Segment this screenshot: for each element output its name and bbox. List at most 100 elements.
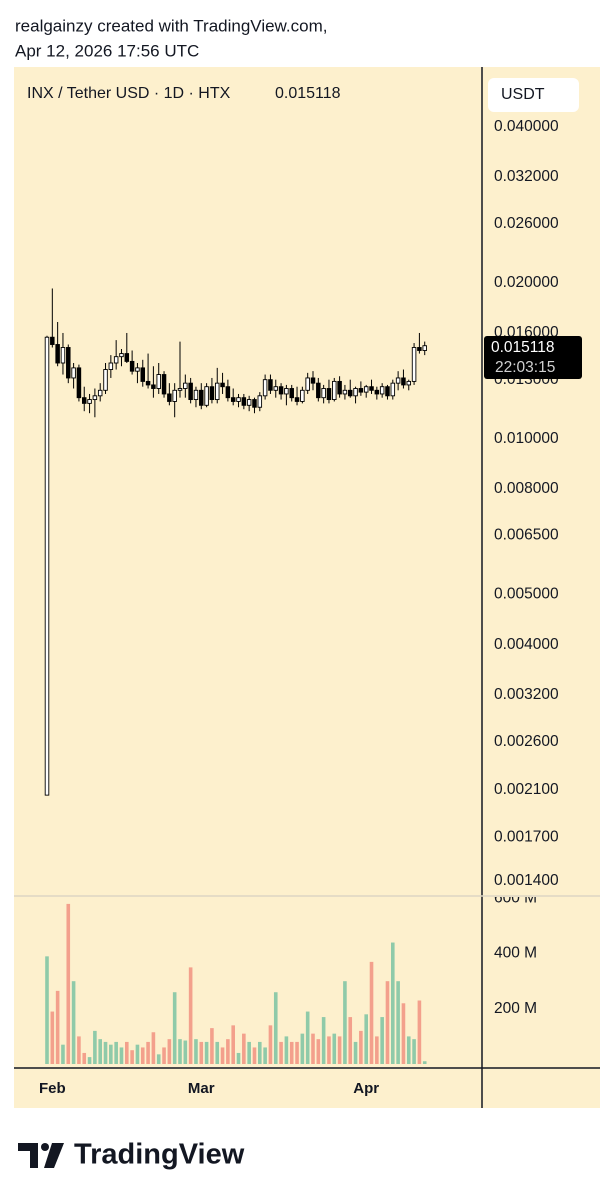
volume-bar [210,1028,214,1064]
volume-bar [295,1041,299,1064]
candle-body [390,382,396,397]
candle-body [379,386,385,395]
volume-bar [268,1025,273,1064]
candle-body [145,380,151,386]
candle-body [363,386,369,393]
volume-bar [77,1036,81,1064]
volume-bar [178,1039,182,1064]
currency-label[interactable]: USDT [501,86,545,103]
volume-bar [87,1057,92,1064]
candle-body [236,397,241,402]
volume-axis: 200 M 400 M 600 M [494,897,537,1017]
volume-bar [385,981,390,1064]
candle-body [225,386,231,399]
volume-bar [151,1032,156,1064]
time-axis: Feb Mar Apr [39,1080,379,1097]
candle-body [44,336,50,796]
volume-bar [55,990,60,1064]
candle-body [81,397,87,404]
volume-bar [364,1014,368,1064]
x-tick-label: Apr [353,1080,379,1097]
volume-bar [279,1041,283,1064]
candle-body [353,388,358,397]
candle-body [71,367,76,379]
candle-body [193,389,199,401]
candle-body [167,393,172,402]
candle-body [401,377,406,386]
candle-body [369,386,374,391]
candle-body [66,347,71,379]
y-tick-label: 0.010000 [494,430,559,447]
volume-bar [401,1003,406,1064]
candle-body [209,386,215,401]
volume-bar [82,1052,87,1064]
volume-bar [396,981,400,1064]
x-tick-label: Mar [188,1080,215,1097]
volume-tick-label: 200 M [494,1000,537,1017]
candle-body [252,399,257,408]
candle-body [310,377,316,384]
candle-body [417,347,422,351]
volume-bar [215,1041,220,1064]
volume-bar [252,1047,257,1064]
candle-body [156,374,161,389]
candle-body [92,395,98,401]
candle-body [406,380,412,386]
candle-body [220,382,225,388]
candle-body [262,379,268,397]
volume-bar [327,1036,331,1064]
volume-bar [289,1041,294,1064]
volume-bar [417,1000,422,1064]
y-tick-label: 0.040000 [494,118,559,135]
candle-body [289,388,294,399]
candle-body [151,384,156,389]
volume-bar [66,903,71,1064]
y-tick-label: 0.026000 [494,215,559,232]
volume-bar [231,1025,235,1064]
candle-body [385,386,390,397]
candle-body [337,380,342,395]
y-tick-label: 0.008000 [494,480,559,497]
volume-bar [103,1041,108,1064]
volume-bar [220,1047,225,1064]
candle-body [87,399,92,404]
currency-button[interactable] [488,78,579,112]
volume-bar [183,1040,188,1064]
volume-bar [258,1041,262,1064]
volume-bar [125,1041,129,1064]
volume-bar [359,1030,363,1064]
timestamp: Apr 12, 2026 17:56 UTC [15,41,199,60]
volume-bar [311,1033,315,1064]
volume-bar [412,1039,416,1064]
y-tick-label: 0.006500 [494,527,559,544]
volume-bar [316,1039,321,1064]
volume-bar [167,1039,172,1064]
candle-body [257,395,263,408]
volume-bar [391,942,395,1064]
y-tick-label: 0.003200 [494,686,559,703]
volume-bar [50,1011,55,1064]
y-tick-label: 0.002600 [494,733,559,750]
candle-body [246,399,252,406]
price-axis: 0.0400000.0320000.0260000.0200000.016000… [494,118,559,889]
volume-bar [140,1047,145,1064]
volume-bar [172,992,177,1064]
candle-body [188,382,193,401]
x-tick-label: Feb [39,1080,66,1097]
volume-bar [45,956,49,1064]
candle-body [55,344,60,364]
chart-background [14,67,600,1108]
price-box: 0.015118 22:03:15 [484,336,582,379]
candle-body [300,389,305,402]
y-tick-label: 0.004000 [494,636,559,653]
candle-body [199,389,204,406]
y-tick-label: 0.020000 [494,274,559,291]
volume-bar [156,1054,161,1064]
volume-bar [109,1044,113,1064]
price-box-bg [484,336,582,379]
volumes [45,903,427,1064]
volume-bar [98,1039,102,1064]
candle-body [321,388,326,399]
candle-body [422,345,427,351]
